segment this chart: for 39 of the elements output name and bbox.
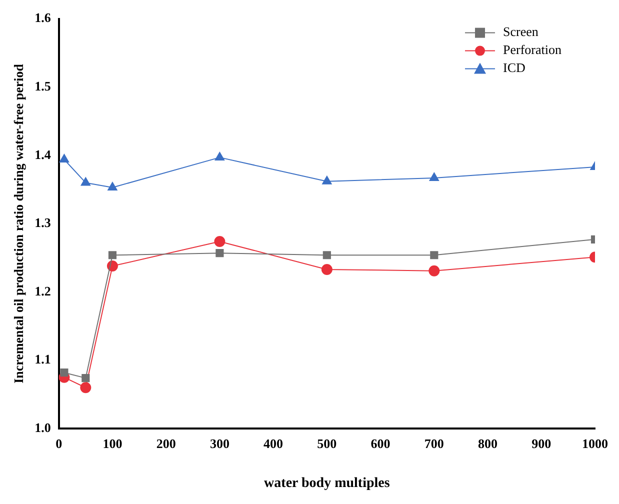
x-tick-label: 100 (102, 436, 122, 451)
x-tick-label: 1000 (582, 436, 608, 451)
x-tick-label: 900 (532, 436, 552, 451)
legend-label: ICD (503, 60, 526, 76)
y-tick-label: 1.2 (34, 283, 51, 298)
point (80, 382, 92, 394)
point (322, 176, 332, 184)
y-tick-label: 1.4 (34, 146, 52, 162)
y-tick-label: 1.5 (34, 78, 52, 94)
x-tick-label: 400 (264, 436, 284, 451)
x-tick-label: 500 (317, 436, 337, 451)
x-tick-label: 0 (56, 436, 62, 451)
x-tick-label: 600 (370, 436, 390, 451)
y-tick-label: 1.3 (34, 215, 52, 230)
x-tick-label: 700 (424, 436, 444, 451)
x-tick-label: 200 (156, 436, 176, 451)
point (59, 154, 70, 162)
point (430, 251, 438, 260)
point (214, 152, 225, 160)
point (108, 251, 116, 260)
x-tick-label: 300 (210, 436, 230, 451)
x-tick-label: 800 (478, 436, 498, 451)
y-tick-label: 1.6 (34, 10, 52, 26)
legend-label: Screen (503, 24, 539, 40)
point (321, 264, 332, 275)
point (82, 374, 90, 382)
x-axis-title: water body multiples (264, 476, 390, 492)
y-tick-label: 1.1 (34, 352, 51, 367)
y-tick-label: 1.0 (34, 420, 51, 435)
point (216, 249, 224, 258)
point (429, 172, 439, 181)
point (214, 236, 226, 247)
point (80, 177, 90, 186)
legend-label: Perforation (503, 42, 562, 58)
point (428, 265, 440, 276)
point (60, 368, 68, 377)
point (322, 251, 331, 260)
y-axis-title: Incremental oil production ratio during water-free period (11, 63, 26, 384)
point (108, 182, 118, 190)
